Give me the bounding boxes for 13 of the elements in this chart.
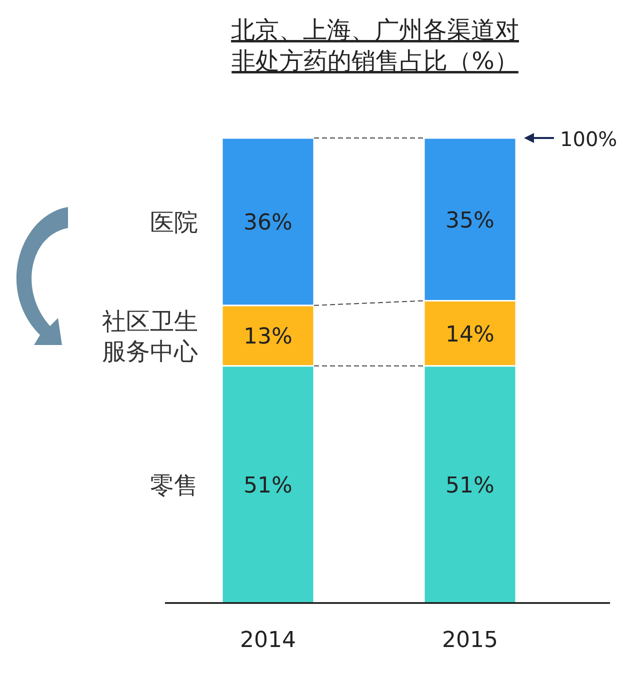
annotation: 100% — [560, 127, 618, 151]
data-label: 14% — [446, 322, 494, 348]
x-tick-label: 2015 — [442, 628, 498, 653]
chart-title: 北京、上海、广州各渠道对非处方药的销售占比（%） — [231, 16, 519, 75]
data-label: 35% — [446, 208, 494, 234]
series-label: 零售 — [150, 471, 198, 500]
data-label: 13% — [244, 324, 292, 350]
series-label: 社区卫生服务中心 — [102, 308, 198, 366]
data-label: 51% — [446, 473, 494, 498]
data-label: 36% — [244, 210, 292, 236]
data-label: 51% — [244, 473, 292, 498]
x-tick-label: 2014 — [240, 628, 296, 653]
series-label: 医院 — [150, 208, 198, 237]
